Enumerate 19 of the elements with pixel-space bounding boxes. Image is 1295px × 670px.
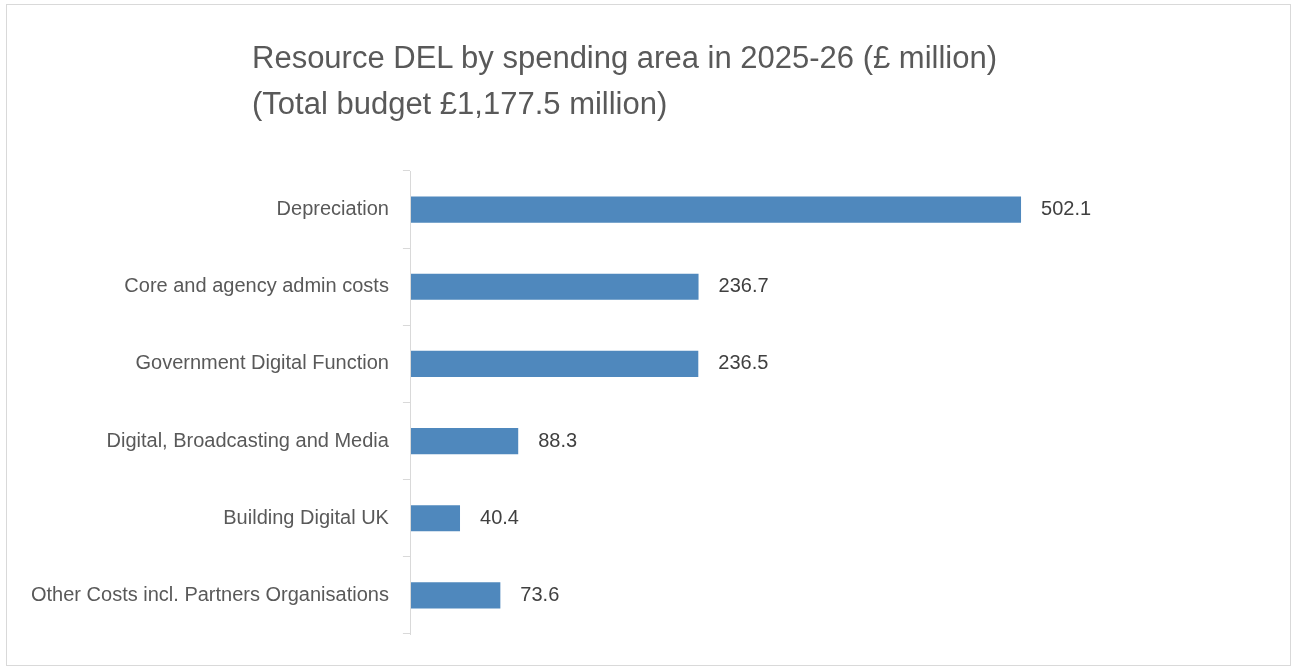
bar bbox=[410, 582, 501, 609]
data-label: 502.1 bbox=[1041, 197, 1092, 220]
y-tick-label: Digital, Broadcasting and Media bbox=[106, 428, 390, 451]
bar bbox=[410, 196, 1022, 223]
bar bbox=[410, 350, 699, 378]
data-label: 88.3 bbox=[538, 428, 578, 451]
bar bbox=[410, 427, 519, 455]
y-tick-label: Core and agency admin costs bbox=[124, 274, 389, 297]
data-label: 236.5 bbox=[718, 351, 769, 374]
bar bbox=[410, 273, 699, 300]
chart-title: Resource DEL by spending area in 2025-26 (£ million) (Total budget £1,177.5 million) bbox=[252, 39, 997, 123]
bar bbox=[410, 505, 461, 532]
data-label: 236.7 bbox=[718, 274, 769, 297]
y-tick-label: Depreciation bbox=[276, 197, 389, 220]
y-tick-label: Government Digital Function bbox=[135, 351, 389, 374]
y-tick-label: Building Digital UK bbox=[223, 505, 390, 528]
data-label: 40.4 bbox=[480, 505, 519, 528]
y-tick-label: Other Costs incl. Partners Organisations bbox=[31, 582, 389, 605]
data-label: 73.6 bbox=[520, 582, 560, 605]
